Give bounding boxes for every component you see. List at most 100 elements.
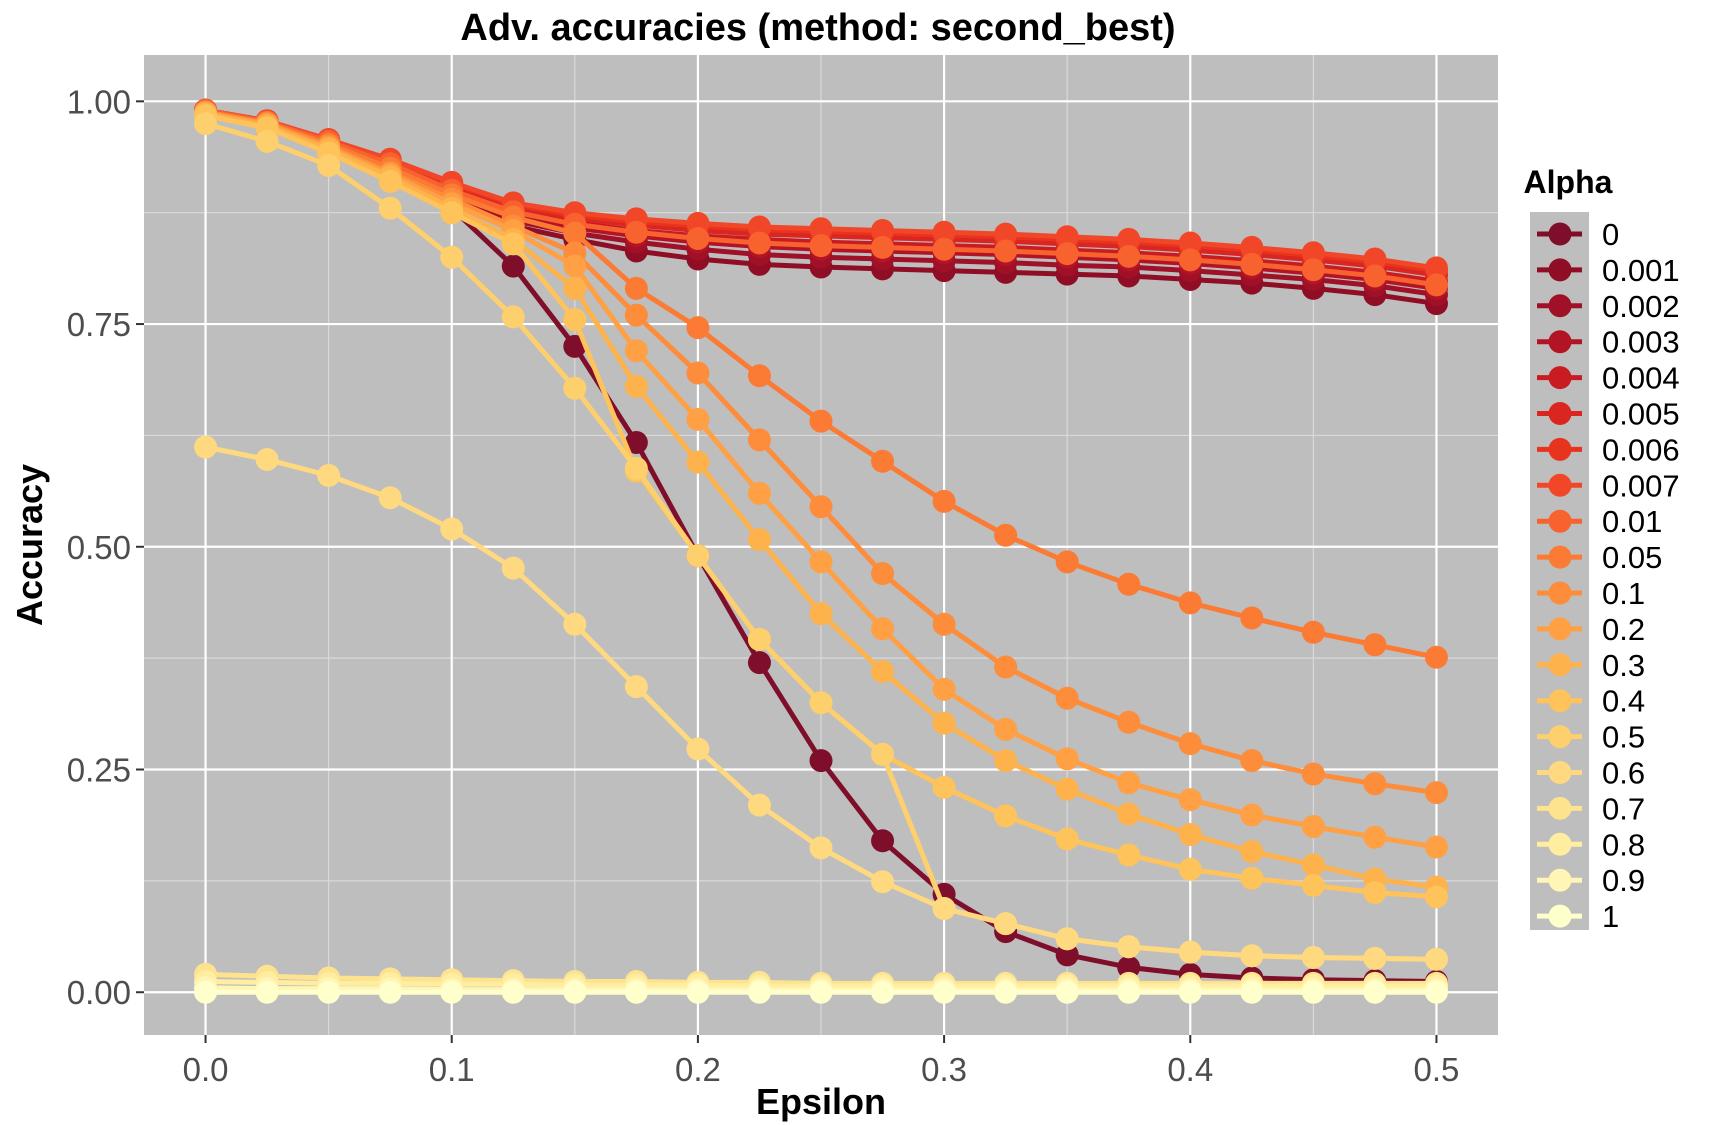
data-point: [809, 691, 833, 715]
data-point: [747, 651, 771, 675]
data-point: [994, 749, 1018, 773]
y-tick-label: 1.00: [67, 83, 131, 120]
data-point: [1117, 935, 1141, 959]
data-point: [1363, 880, 1387, 904]
legend-key-point: [1548, 545, 1572, 569]
data-point: [932, 775, 956, 799]
data-point: [1424, 256, 1448, 280]
data-point: [1055, 242, 1079, 266]
data-point: [624, 980, 648, 1004]
data-point: [1055, 980, 1079, 1004]
data-point: [624, 339, 648, 363]
data-point: [563, 980, 587, 1004]
data-point: [1424, 980, 1448, 1004]
legend-item: 0.05: [1537, 540, 1662, 575]
data-point: [1424, 885, 1448, 909]
data-point: [871, 829, 895, 853]
data-point: [1363, 825, 1387, 849]
legend-label: 0.004: [1602, 361, 1680, 396]
data-point: [1117, 710, 1141, 734]
data-point: [809, 234, 833, 258]
data-point: [994, 523, 1018, 547]
data-point: [1363, 633, 1387, 657]
data-point: [501, 232, 525, 256]
legend-key-background: [1530, 212, 1589, 930]
legend-item: 0.4: [1537, 684, 1645, 719]
legend-key-point: [1548, 761, 1572, 784]
data-point: [1178, 591, 1202, 615]
data-point: [809, 550, 833, 574]
legend-item: 0.007: [1537, 468, 1680, 503]
data-point: [1055, 777, 1079, 801]
x-tick-label: 0.3: [921, 1051, 967, 1088]
data-point: [1055, 686, 1079, 710]
chart-title: Adv. accuracies (method: second_best): [460, 7, 1175, 49]
legend-item: 0.7: [1537, 791, 1645, 826]
data-point: [440, 517, 464, 541]
data-point: [1117, 955, 1141, 979]
data-point: [1301, 762, 1325, 786]
data-point: [317, 464, 341, 488]
data-point: [994, 717, 1018, 741]
data-point: [1055, 943, 1079, 967]
legend-item: 0.003: [1537, 325, 1680, 360]
data-point: [624, 276, 648, 300]
data-point: [932, 677, 956, 701]
data-point: [747, 481, 771, 505]
data-point: [501, 305, 525, 329]
legend-key-point: [1548, 904, 1572, 928]
legend-key-point: [1548, 581, 1572, 605]
data-point: [1117, 771, 1141, 795]
data-point: [871, 449, 895, 473]
data-point: [994, 804, 1018, 828]
data-point: [1301, 980, 1325, 1004]
legend-label: 0.6: [1602, 756, 1645, 791]
data-point: [501, 980, 525, 1004]
legend-label: 0.7: [1602, 791, 1645, 826]
data-point: [1363, 980, 1387, 1004]
data-point: [686, 737, 710, 761]
data-point: [871, 660, 895, 684]
legend-label: 0.8: [1602, 827, 1645, 862]
data-point: [1117, 843, 1141, 867]
data-point: [686, 407, 710, 431]
legend-item: 0.004: [1537, 361, 1680, 396]
data-point: [1117, 980, 1141, 1004]
legend-key-point: [1548, 725, 1572, 749]
legend-label: 0.4: [1602, 684, 1645, 719]
data-point: [255, 980, 279, 1004]
data-point: [1424, 947, 1448, 971]
legend-key-point: [1548, 437, 1572, 461]
data-point: [1363, 247, 1387, 271]
x-tick-label: 0.0: [183, 1051, 229, 1088]
data-point: [871, 870, 895, 894]
legend-key-point: [1548, 868, 1572, 892]
data-point: [1117, 227, 1141, 251]
data-point: [932, 237, 956, 261]
data-point: [1240, 839, 1264, 863]
data-point: [871, 742, 895, 766]
legend-item: 0.006: [1537, 432, 1680, 467]
data-point: [747, 627, 771, 651]
data-point: [686, 544, 710, 568]
data-point: [1301, 258, 1325, 282]
data-point: [563, 276, 587, 300]
data-point: [1055, 927, 1079, 951]
data-point: [1301, 873, 1325, 897]
data-point: [1301, 945, 1325, 969]
data-point: [378, 486, 402, 510]
data-point: [501, 556, 525, 580]
x-tick-label: 0.4: [1167, 1051, 1213, 1088]
data-point: [1424, 645, 1448, 669]
legend-item: 0.8: [1537, 827, 1645, 862]
data-point: [994, 222, 1018, 246]
data-point: [563, 308, 587, 332]
legend-item: 0.001: [1537, 253, 1680, 288]
legend-label: 0.007: [1602, 468, 1680, 503]
data-point: [501, 254, 525, 278]
data-point: [194, 435, 218, 459]
data-point: [624, 374, 648, 398]
y-tick-label: 0.25: [67, 752, 131, 789]
legend-item: 0: [1537, 217, 1619, 252]
